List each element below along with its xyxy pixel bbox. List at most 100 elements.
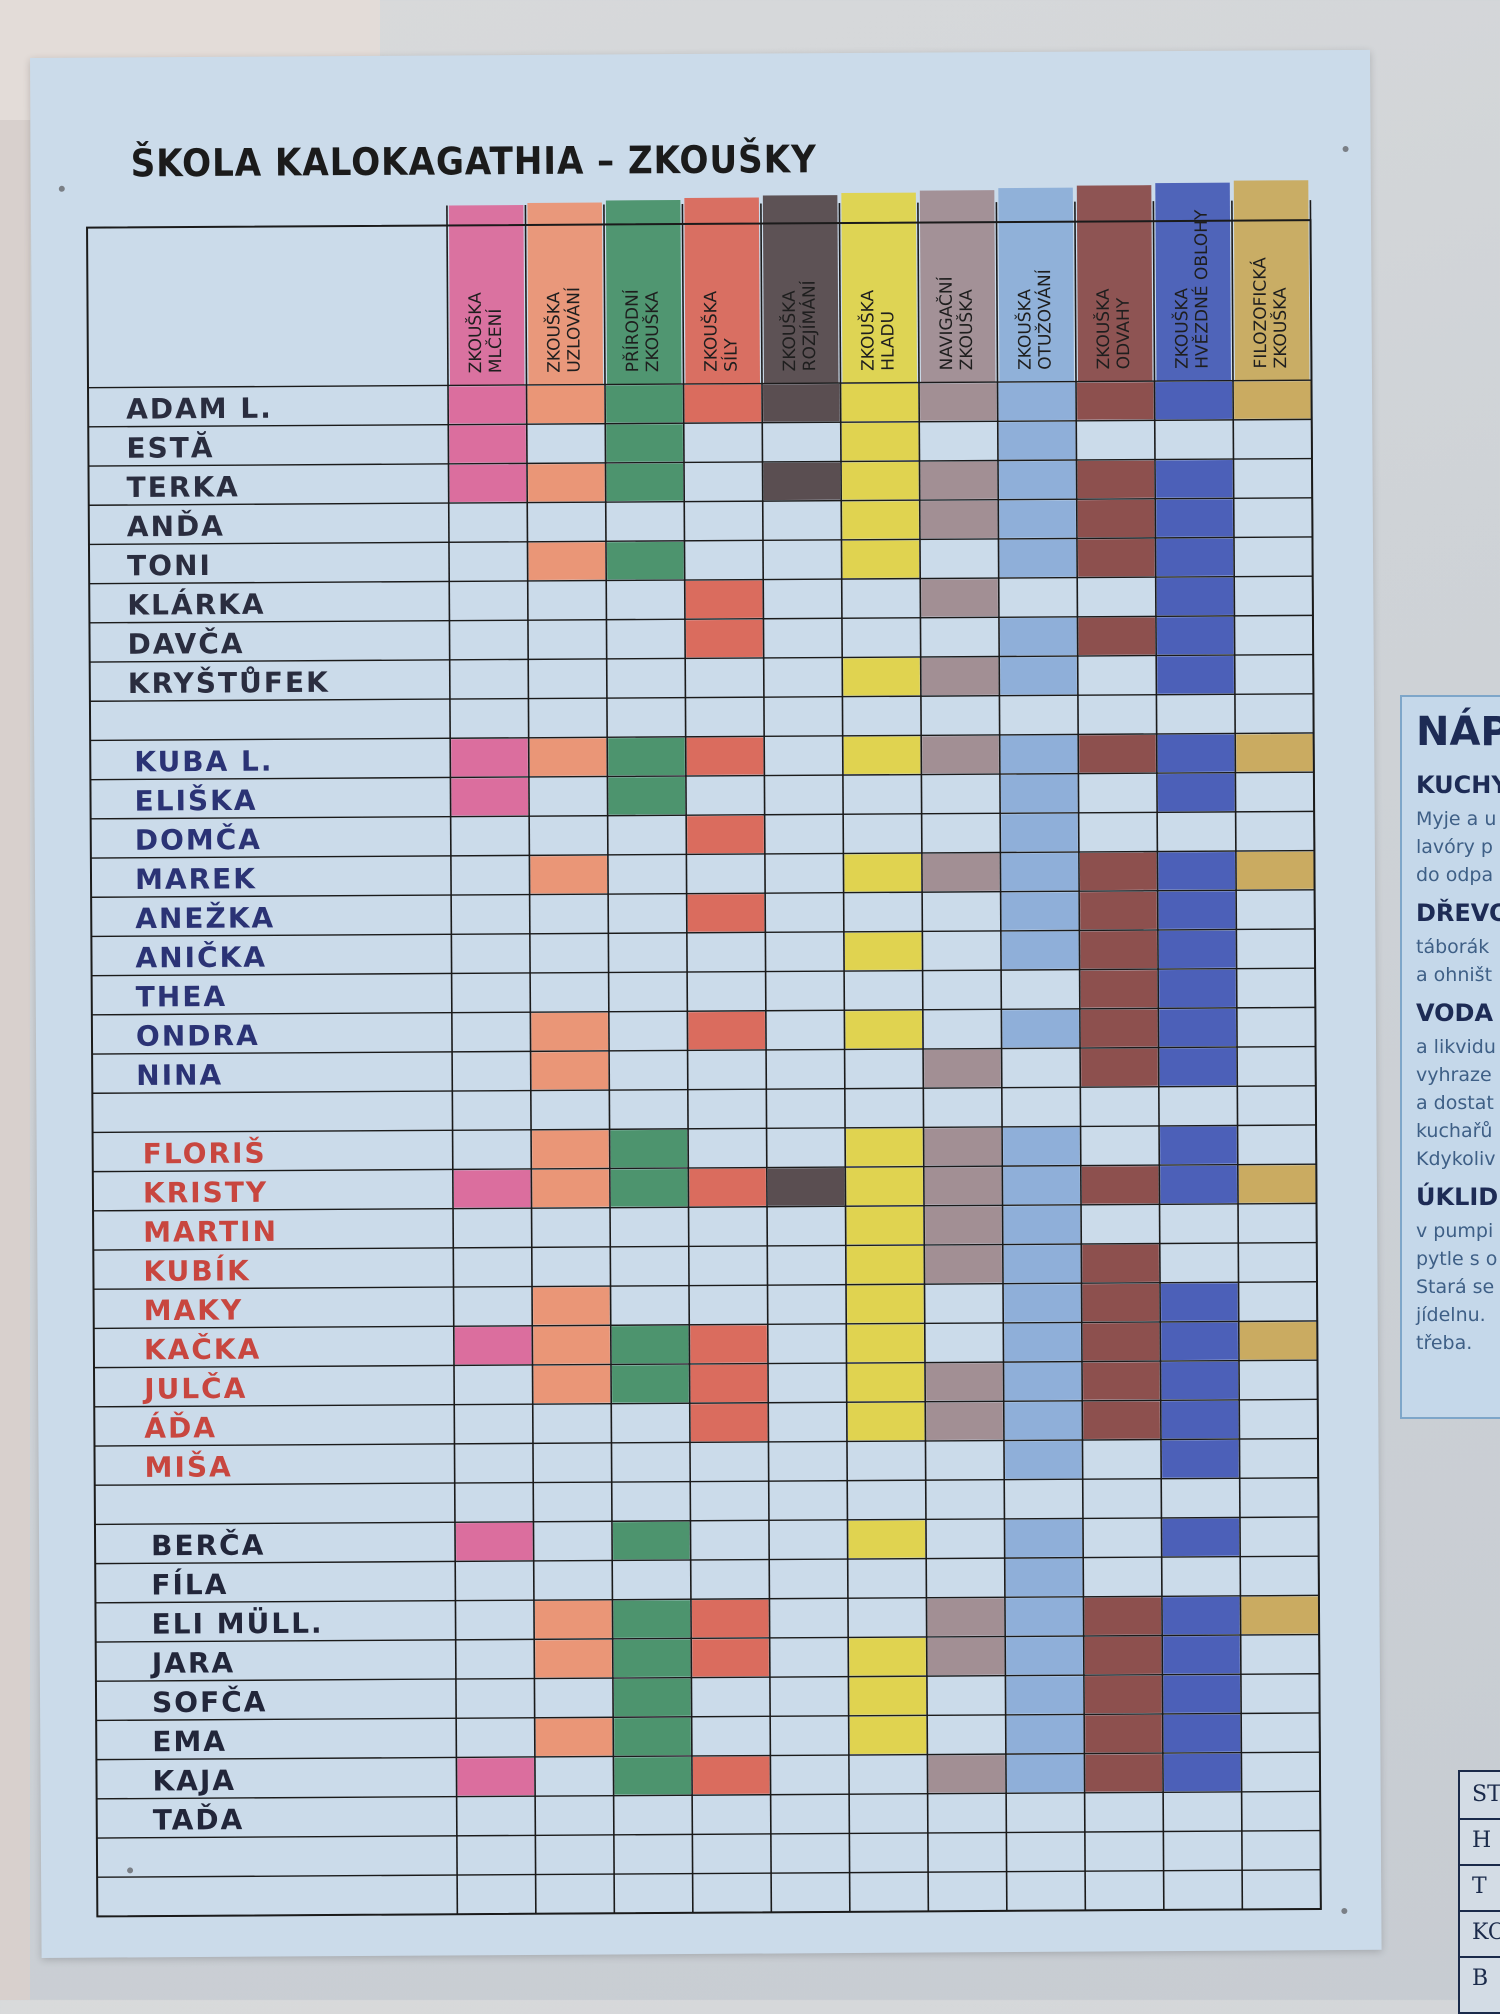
grid-row-line bbox=[92, 1124, 1317, 1134]
completed-exam-cell bbox=[1085, 1714, 1162, 1753]
completed-exam-cell bbox=[924, 1167, 1002, 1205]
completed-exam-cell bbox=[1162, 1518, 1240, 1557]
column-label-line: ZKOUŠKA bbox=[1170, 288, 1192, 369]
completed-exam-cell bbox=[846, 1128, 923, 1167]
completed-exam-cell bbox=[849, 1716, 927, 1755]
column-label-line: ZKOUŠKA bbox=[955, 289, 977, 370]
column-header: NAVIGAČNÍZKOUŠKA bbox=[919, 190, 996, 383]
completed-exam-cell bbox=[686, 737, 764, 776]
completed-exam-cell bbox=[924, 1127, 1002, 1166]
column-header: PŘÍRODNÍZKOUŠKA bbox=[605, 200, 682, 385]
grid-row-line bbox=[94, 1398, 1318, 1408]
completed-exam-cell bbox=[1081, 1048, 1158, 1087]
completed-exam-cell bbox=[921, 657, 999, 696]
grid-row-line bbox=[89, 614, 1313, 624]
student-name: DAVČA bbox=[127, 626, 244, 661]
completed-exam-cell bbox=[457, 1757, 535, 1796]
column-label: ZKOUŠKAUZLOVÁNÍ bbox=[542, 287, 585, 373]
completed-exam-cell bbox=[1158, 891, 1236, 929]
completed-exam-cell bbox=[1162, 1596, 1240, 1635]
completed-exam-cell bbox=[527, 385, 605, 424]
student-name: BERČA bbox=[151, 1528, 265, 1563]
student-name: ANĎA bbox=[127, 509, 225, 544]
completed-exam-cell bbox=[1157, 773, 1235, 812]
completed-exam-cell bbox=[847, 1363, 925, 1402]
grid-row-line bbox=[93, 1281, 1318, 1290]
completed-exam-cell bbox=[608, 777, 686, 815]
completed-exam-cell bbox=[606, 463, 684, 502]
side-section-line: do odpa bbox=[1416, 864, 1494, 886]
grid-column-line bbox=[446, 205, 459, 1915]
completed-exam-cell bbox=[687, 815, 764, 854]
completed-exam-cell bbox=[613, 1678, 691, 1717]
completed-exam-cell bbox=[449, 464, 527, 503]
column-label-line: ZKOUŠKA bbox=[1092, 288, 1114, 369]
completed-exam-cell bbox=[1077, 460, 1155, 499]
side-section-line: a ohništ bbox=[1416, 964, 1493, 986]
column-label-line: ZKOUŠKA bbox=[1269, 287, 1291, 368]
completed-exam-cell bbox=[922, 735, 999, 774]
grid-row-line bbox=[91, 967, 1316, 977]
completed-exam-cell bbox=[610, 1129, 688, 1168]
completed-exam-cell bbox=[925, 1363, 1003, 1401]
completed-exam-cell bbox=[1082, 1283, 1160, 1322]
student-name: ESTĂ bbox=[126, 430, 214, 465]
completed-exam-cell bbox=[1001, 892, 1079, 930]
completed-exam-cell bbox=[1080, 970, 1158, 1008]
completed-exam-cell bbox=[1005, 1597, 1083, 1636]
grid-row-line bbox=[89, 693, 1314, 702]
completed-exam-cell bbox=[532, 1169, 610, 1208]
completed-exam-cell bbox=[1161, 1361, 1239, 1400]
student-name: ANEŽKA bbox=[135, 900, 275, 935]
student-name: EMA bbox=[152, 1725, 227, 1758]
completed-exam-cell bbox=[692, 1756, 770, 1795]
side-section-title: KUCHY bbox=[1416, 771, 1500, 799]
completed-exam-cell bbox=[1157, 656, 1234, 694]
grid-column-line bbox=[681, 204, 694, 1913]
grid-row-line bbox=[95, 1594, 1319, 1604]
column-color-swatch bbox=[841, 192, 917, 384]
grid-row-line bbox=[96, 1829, 1321, 1839]
completed-exam-cell bbox=[920, 461, 998, 500]
completed-exam-cell bbox=[535, 1639, 612, 1678]
completed-exam-cell bbox=[1158, 930, 1236, 969]
student-name: KRISTY bbox=[143, 1176, 268, 1210]
completed-exam-cell bbox=[1004, 1362, 1082, 1401]
completed-exam-cell bbox=[1236, 733, 1313, 772]
student-name: KUBA L. bbox=[134, 745, 273, 779]
completed-exam-cell bbox=[998, 461, 1076, 499]
column-header: ZKOUŠKAHLADU bbox=[841, 192, 917, 384]
completed-exam-cell bbox=[608, 737, 685, 776]
completed-exam-cell bbox=[532, 1130, 609, 1168]
student-name: JARA bbox=[150, 1646, 236, 1680]
column-label: ZKOUŠKASÍLY bbox=[699, 290, 741, 372]
completed-exam-cell bbox=[1077, 382, 1154, 420]
completed-exam-cell bbox=[690, 1325, 767, 1363]
completed-exam-cell bbox=[1157, 734, 1235, 773]
completed-exam-cell bbox=[688, 1011, 766, 1050]
column-label: FILOZOFICKÁZKOUŠKA bbox=[1248, 257, 1291, 369]
completed-exam-cell bbox=[535, 1718, 613, 1756]
completed-exam-cell bbox=[1077, 499, 1155, 538]
completed-exam-cell bbox=[606, 424, 683, 462]
grid-column-line bbox=[1074, 201, 1087, 1911]
column-label: ZKOUŠKAROZJÍMÁNÍ bbox=[778, 280, 821, 371]
completed-exam-cell bbox=[685, 619, 763, 658]
side-section-line: jídelnu. bbox=[1416, 1304, 1486, 1326]
side-table-cell: H bbox=[1472, 1828, 1492, 1853]
completed-exam-cell bbox=[612, 1521, 690, 1560]
completed-exam-cell bbox=[924, 1049, 1001, 1088]
grid-row-line bbox=[91, 928, 1315, 938]
completed-exam-cell bbox=[1156, 499, 1233, 537]
grid-row-line bbox=[89, 653, 1314, 663]
completed-exam-cell bbox=[1006, 1754, 1084, 1793]
column-color-swatch bbox=[684, 197, 761, 385]
completed-exam-cell bbox=[841, 383, 919, 422]
completed-exam-cell bbox=[1082, 1244, 1159, 1283]
column-color-swatch bbox=[605, 200, 682, 385]
completed-exam-cell bbox=[1163, 1675, 1241, 1713]
column-label-line: OTUŽOVÁNÍ bbox=[1033, 269, 1056, 370]
student-name: ELI MÜLL. bbox=[151, 1606, 323, 1641]
completed-exam-cell bbox=[922, 853, 1000, 892]
grid-row-line bbox=[90, 849, 1315, 859]
